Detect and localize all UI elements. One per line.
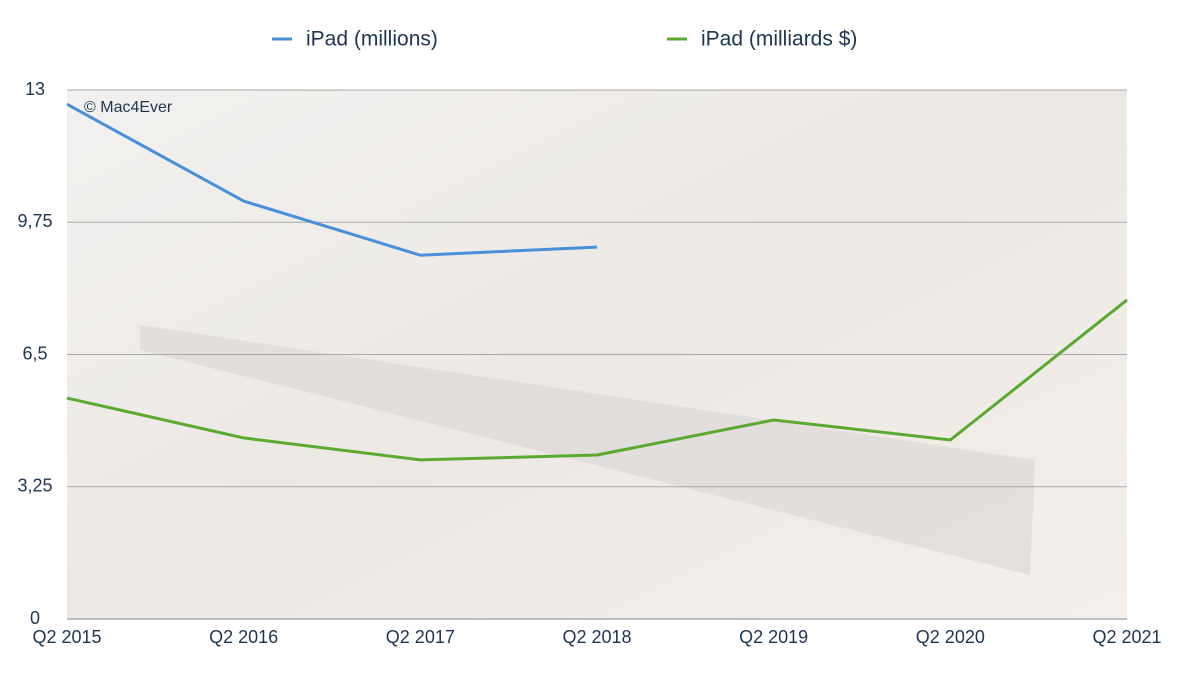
x-tick-label: Q2 2018	[562, 627, 631, 647]
x-tick-label: Q2 2019	[739, 627, 808, 647]
y-tick-label: 3,25	[17, 476, 52, 496]
x-tick-label: Q2 2020	[916, 627, 985, 647]
annotation: © Mac4Ever	[84, 99, 173, 116]
series-line	[66, 298, 1128, 462]
x-tick-label: Q2 2021	[1092, 627, 1161, 647]
series-line	[66, 102, 598, 257]
legend-label: iPad (milliards $)	[701, 28, 857, 51]
x-tick-label: Q2 2015	[32, 627, 101, 647]
x-tick-label: Q2 2017	[386, 627, 455, 647]
background-photo	[140, 325, 1035, 575]
y-tick-label: 6,5	[22, 343, 47, 363]
legend-label: iPad (millions)	[306, 28, 438, 51]
legend: iPad (millions) iPad (milliards $)	[272, 28, 857, 51]
y-tick-label: 9,75	[17, 211, 52, 231]
y-tick-label: 0	[30, 608, 40, 628]
x-tick-label: Q2 2016	[209, 627, 278, 647]
y-tick-label: 13	[25, 79, 45, 99]
